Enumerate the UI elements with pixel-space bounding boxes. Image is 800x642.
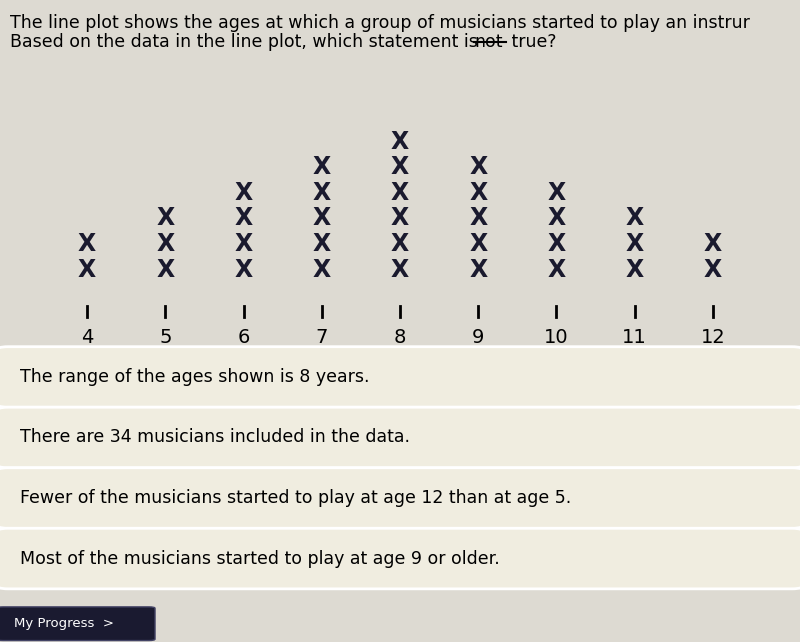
Text: X: X xyxy=(547,232,566,256)
Text: My Progress  >: My Progress > xyxy=(14,617,114,630)
Text: X: X xyxy=(313,155,331,179)
Text: 10: 10 xyxy=(544,328,569,347)
Text: X: X xyxy=(391,155,409,179)
Text: X: X xyxy=(469,181,487,205)
Text: Based on the data in the line plot, which statement is: Based on the data in the line plot, whic… xyxy=(10,33,483,51)
Text: X: X xyxy=(547,181,566,205)
Text: X: X xyxy=(234,207,253,230)
Text: X: X xyxy=(156,232,174,256)
Text: X: X xyxy=(391,232,409,256)
Text: X: X xyxy=(234,257,253,282)
Text: X: X xyxy=(391,130,409,153)
Text: X: X xyxy=(156,257,174,282)
Text: 5: 5 xyxy=(159,328,171,347)
FancyBboxPatch shape xyxy=(0,407,800,468)
Text: X: X xyxy=(391,207,409,230)
Text: The line plot shows the ages at which a group of musicians started to play an in: The line plot shows the ages at which a … xyxy=(10,14,750,32)
Text: X: X xyxy=(469,155,487,179)
Text: X: X xyxy=(313,257,331,282)
Text: X: X xyxy=(391,257,409,282)
Text: not: not xyxy=(474,33,503,51)
Text: X: X xyxy=(626,207,644,230)
Text: 9: 9 xyxy=(472,328,485,347)
FancyBboxPatch shape xyxy=(0,468,800,528)
Text: X: X xyxy=(626,232,644,256)
FancyBboxPatch shape xyxy=(0,528,800,589)
Text: true?: true? xyxy=(506,33,556,51)
Text: X: X xyxy=(234,181,253,205)
Text: Fewer of the musicians started to play at age 12 than at age 5.: Fewer of the musicians started to play a… xyxy=(20,489,571,507)
Text: X: X xyxy=(391,181,409,205)
Text: 6: 6 xyxy=(238,328,250,347)
Text: X: X xyxy=(234,232,253,256)
Text: X: X xyxy=(313,181,331,205)
Text: Most of the musicians started to play at age 9 or older.: Most of the musicians started to play at… xyxy=(20,550,500,568)
Text: The range of the ages shown is 8 years.: The range of the ages shown is 8 years. xyxy=(20,368,370,386)
Text: X: X xyxy=(469,257,487,282)
Text: There are 34 musicians included in the data.: There are 34 musicians included in the d… xyxy=(20,428,410,446)
Text: 4: 4 xyxy=(81,328,94,347)
Text: Age of musician: Age of musician xyxy=(312,347,488,366)
Text: 8: 8 xyxy=(394,328,406,347)
Text: X: X xyxy=(313,232,331,256)
Text: X: X xyxy=(313,207,331,230)
Text: 12: 12 xyxy=(701,328,726,347)
Text: X: X xyxy=(78,232,96,256)
Text: X: X xyxy=(547,257,566,282)
Text: X: X xyxy=(547,207,566,230)
Text: X: X xyxy=(626,257,644,282)
Text: X: X xyxy=(156,207,174,230)
Text: X: X xyxy=(469,232,487,256)
Text: X: X xyxy=(704,257,722,282)
Text: 7: 7 xyxy=(315,328,328,347)
FancyBboxPatch shape xyxy=(0,347,800,407)
Text: X: X xyxy=(78,257,96,282)
FancyBboxPatch shape xyxy=(0,607,155,641)
Text: 11: 11 xyxy=(622,328,647,347)
Text: X: X xyxy=(704,232,722,256)
Text: X: X xyxy=(469,207,487,230)
